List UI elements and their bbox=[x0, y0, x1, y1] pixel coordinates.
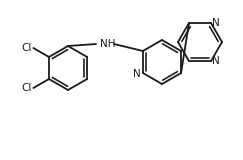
Text: N: N bbox=[212, 56, 220, 66]
Text: Cl: Cl bbox=[21, 83, 31, 93]
Text: NH: NH bbox=[100, 39, 116, 49]
Text: N: N bbox=[212, 18, 220, 28]
Text: Cl: Cl bbox=[21, 43, 31, 53]
Text: N: N bbox=[133, 69, 141, 79]
